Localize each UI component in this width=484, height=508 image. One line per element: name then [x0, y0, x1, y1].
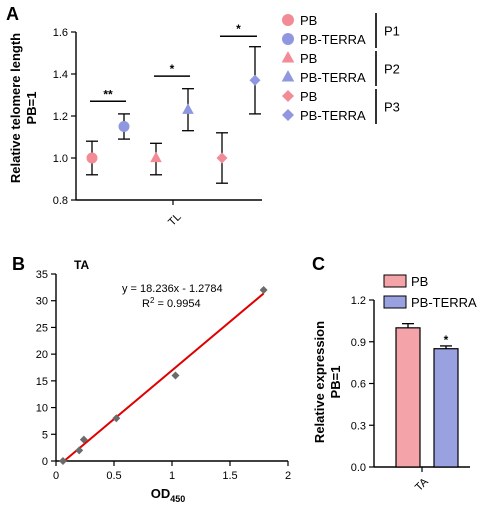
a-sig-star: **: [103, 87, 113, 101]
panel-c-ylabel-line2: PB=1: [328, 366, 343, 399]
panel-a: A Relative telomere length PB=1 0.8 1.0 1.…: [6, 4, 400, 229]
panel-a-ylabel-line2: PB=1: [24, 92, 39, 125]
c-x-tick-label: TA: [413, 475, 431, 493]
panel-c-marks: *: [395, 323, 459, 468]
b-data-point: [58, 457, 67, 465]
panel-b-xlabel: OD450: [151, 486, 186, 504]
a-legend-label: PB: [300, 89, 317, 104]
a-sig-star: *: [236, 22, 241, 36]
c-legend-label: PB-TERRA: [411, 295, 477, 310]
a-sig-star: *: [170, 62, 175, 76]
a-legend-group-label: P2: [384, 62, 400, 77]
panel-a-letter: A: [6, 4, 19, 24]
a-legend-marker: [282, 109, 294, 121]
a-point-p1-pb-terra: [118, 121, 130, 132]
a-legend-group-label: P1: [384, 24, 400, 39]
b-data-point: [75, 446, 84, 455]
b-data-point: [79, 435, 88, 444]
panel-c-letter: C: [312, 254, 325, 274]
c-y-tick-label: 0.0: [351, 462, 366, 474]
panel-b-equation: y = 18.236x - 1.2784: [122, 283, 223, 295]
a-legend-marker: [282, 90, 294, 102]
a-y-tick-label: 1.2: [53, 111, 68, 123]
c-y-tick-label: 1.2: [351, 295, 366, 307]
a-legend-marker: [282, 14, 294, 26]
b-y-tick-label: 25: [36, 322, 48, 334]
b-x-tick-label: 0: [53, 470, 59, 482]
c-y-tick-label: 0.9: [351, 337, 366, 349]
b-y-tick-label: 20: [36, 349, 48, 361]
a-y-tick-label: 1.0: [53, 153, 68, 165]
c-legend-label: PB: [411, 274, 428, 289]
panel-b: B TA 0 5 10 15 20 25 30 35 0 0.5 1 1.5 2 y = 18.236x…: [12, 254, 291, 504]
a-legend-label: PB-TERRA: [300, 108, 366, 123]
b-data-point: [112, 414, 121, 423]
a-legend-label: PB-TERRA: [300, 32, 366, 47]
a-legend-group-label: P3: [384, 100, 400, 115]
b-y-tick-label: 5: [42, 429, 48, 441]
b-data-point: [171, 371, 180, 380]
a-point-p2-pb: [150, 151, 162, 163]
a-legend-label: PB: [300, 51, 317, 66]
a-legend-label: PB: [300, 13, 317, 28]
b-data-point: [259, 286, 268, 295]
a-y-tick-label: 1.6: [53, 27, 68, 39]
c-bar-pb-terra: [433, 348, 459, 468]
a-legend-marker: [281, 51, 295, 63]
b-x-tick-label: 1.5: [222, 470, 237, 482]
panel-b-title: TA: [74, 258, 89, 272]
b-y-tick-label: 15: [36, 376, 48, 388]
a-x-tick-label: TL: [166, 211, 184, 229]
b-y-tick-label: 30: [36, 296, 48, 308]
b-x-tick-label: 1: [169, 470, 175, 482]
a-y-tick-label: 1.4: [53, 69, 68, 81]
panel-b-axes: 0 5 10 15 20 25 30 35 0 0.5 1 1.5 2: [36, 269, 291, 482]
panel-b-r2: R2 = 0.9954: [142, 296, 201, 310]
panel-a-axes: 0.8 1.0 1.2 1.4 1.6 TL: [53, 27, 262, 229]
b-y-tick-label: 35: [36, 269, 48, 281]
a-legend-marker: [282, 33, 294, 45]
a-point-p1-pb: [86, 152, 98, 164]
panel-b-marks: [58, 286, 268, 465]
panel-c-ylabel-line1: Relative expression: [312, 321, 327, 443]
c-legend-swatch: [383, 274, 407, 288]
a-y-tick-label: 0.8: [53, 195, 68, 207]
c-y-tick-label: 0.3: [351, 420, 366, 432]
panel-a-ylabel-line1: Relative telomere length: [8, 33, 23, 183]
c-legend-swatch: [383, 295, 407, 309]
b-y-tick-label: 0: [42, 456, 48, 468]
c-sig-star: *: [444, 333, 449, 347]
b-y-tick-label: 10: [36, 403, 48, 415]
panel-c-legend: PB PB-TERRA: [383, 274, 477, 310]
a-point-p3-pb-terra: [249, 74, 261, 86]
b-x-tick-label: 2: [285, 470, 291, 482]
a-point-p3-pb: [216, 152, 228, 164]
panel-b-letter: B: [12, 254, 25, 274]
a-legend-marker: [281, 70, 295, 82]
a-point-p2-pb-terra: [182, 103, 194, 114]
panel-a-legend: PB PB-TERRA PB PB-TERRA PB PB-TERRA P1 P2 P3: [281, 13, 400, 124]
panel-c: C Relative expression PB=1 0.0 0.3 0.6 0.9 1…: [312, 254, 477, 494]
c-bar-pb: [395, 327, 421, 468]
panel-a-marks: ****: [86, 22, 261, 184]
c-y-tick-label: 0.6: [351, 379, 366, 391]
b-fit-line: [63, 292, 265, 462]
b-x-tick-label: 0.5: [106, 470, 121, 482]
a-legend-label: PB-TERRA: [300, 70, 366, 85]
